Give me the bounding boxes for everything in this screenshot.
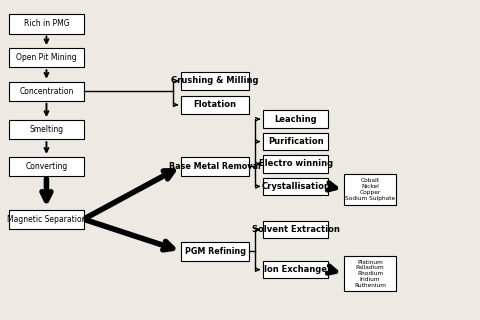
- Text: Solvent Extraction: Solvent Extraction: [252, 225, 340, 234]
- FancyBboxPatch shape: [9, 210, 84, 229]
- Text: Cobalt
Nickel
Copper
Sodium Sulphate: Cobalt Nickel Copper Sodium Sulphate: [345, 179, 395, 201]
- FancyBboxPatch shape: [9, 14, 84, 34]
- FancyBboxPatch shape: [263, 221, 328, 238]
- Text: Platinum
Palladium
Rhodium
Iridium
Ruthenium: Platinum Palladium Rhodium Iridium Ruthe…: [354, 260, 386, 288]
- FancyBboxPatch shape: [9, 157, 84, 176]
- FancyBboxPatch shape: [9, 48, 84, 67]
- Text: Rich in PMG: Rich in PMG: [24, 20, 69, 28]
- FancyBboxPatch shape: [9, 82, 84, 101]
- FancyBboxPatch shape: [181, 157, 249, 176]
- Text: Leaching: Leaching: [275, 115, 317, 124]
- Text: Open Pit Mining: Open Pit Mining: [16, 53, 77, 62]
- Text: Electro winning: Electro winning: [259, 159, 333, 169]
- FancyBboxPatch shape: [181, 72, 249, 90]
- FancyBboxPatch shape: [263, 178, 328, 195]
- Text: Purification: Purification: [268, 137, 324, 146]
- Text: Crushing & Milling: Crushing & Milling: [171, 76, 259, 85]
- FancyBboxPatch shape: [9, 120, 84, 139]
- Text: PGM Refining: PGM Refining: [185, 247, 246, 256]
- FancyBboxPatch shape: [344, 256, 396, 291]
- Text: Flotation: Flotation: [194, 100, 237, 109]
- FancyBboxPatch shape: [263, 155, 328, 173]
- FancyBboxPatch shape: [263, 110, 328, 128]
- FancyBboxPatch shape: [181, 96, 249, 114]
- Text: Magnetic Separation: Magnetic Separation: [7, 215, 86, 224]
- Text: Ion Exchange: Ion Exchange: [264, 265, 327, 274]
- FancyBboxPatch shape: [263, 133, 328, 150]
- Text: Concentration: Concentration: [19, 87, 73, 96]
- Text: Converting: Converting: [25, 162, 68, 171]
- FancyBboxPatch shape: [344, 174, 396, 205]
- FancyBboxPatch shape: [181, 242, 249, 261]
- Text: Crystallisation: Crystallisation: [261, 182, 330, 191]
- Text: Base Metal Removal: Base Metal Removal: [169, 162, 261, 171]
- Text: Smelting: Smelting: [29, 125, 63, 134]
- FancyBboxPatch shape: [263, 261, 328, 278]
